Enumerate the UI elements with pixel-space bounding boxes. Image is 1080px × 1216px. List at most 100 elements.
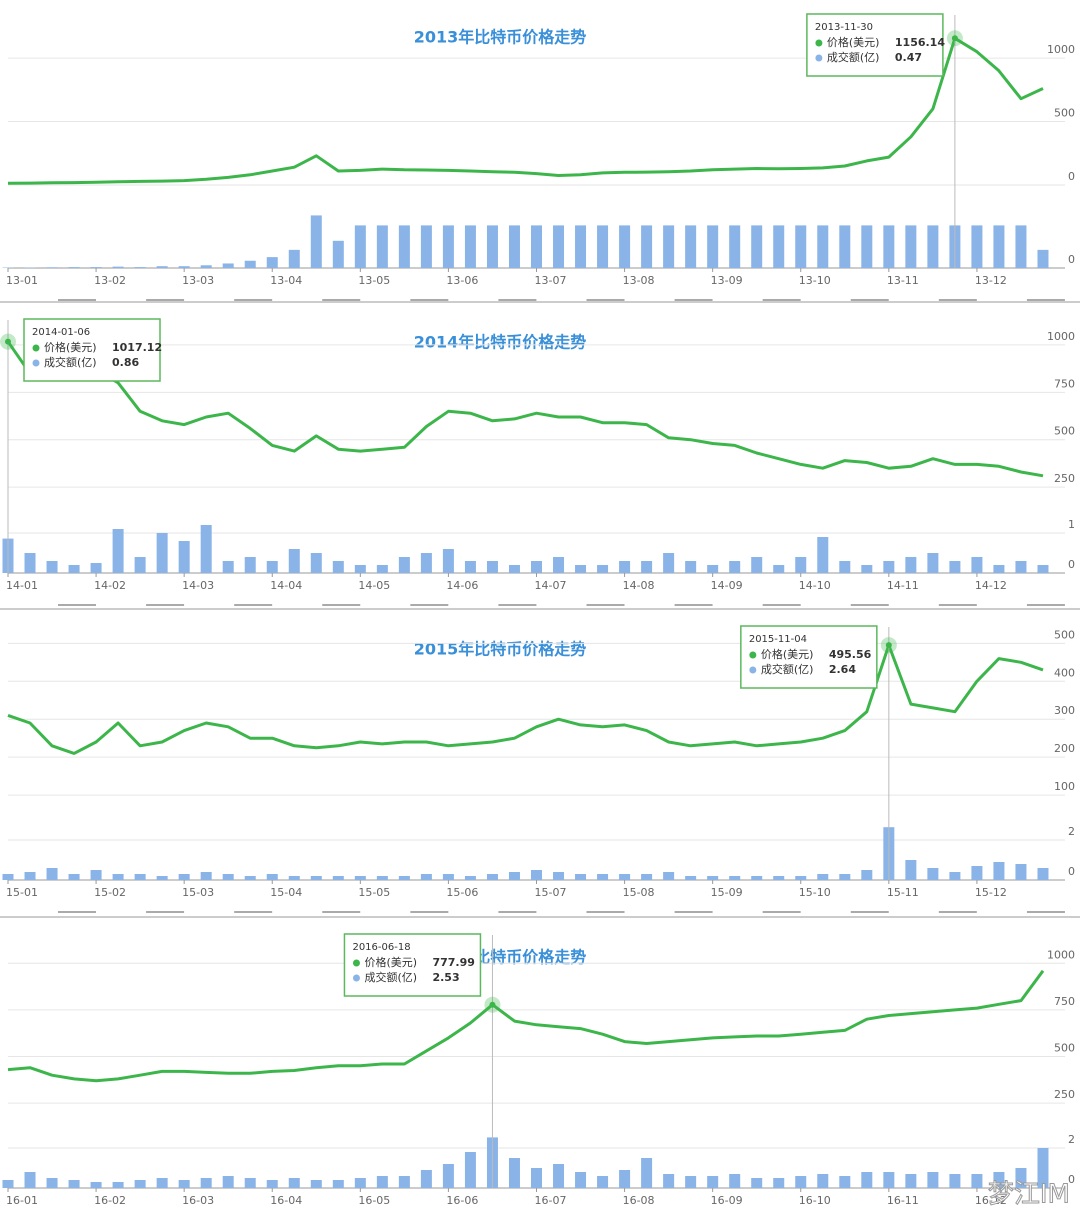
volume-bar	[310, 1180, 322, 1188]
volume-bar	[927, 553, 939, 573]
volume-bar	[949, 872, 961, 880]
volume-bar	[398, 557, 410, 573]
x-tick-label: 16-12	[975, 1194, 1007, 1207]
volume-bar	[376, 565, 388, 573]
volume-bar	[134, 1180, 146, 1188]
x-tick-label: 14-08	[623, 579, 655, 592]
tooltip-name: 成交额(亿)	[827, 50, 880, 64]
volume-bar	[24, 872, 36, 880]
volume-bar	[442, 1164, 454, 1188]
volume-bar	[200, 1178, 212, 1188]
volume-bar	[486, 225, 498, 268]
volume-bar	[178, 541, 190, 573]
x-tick-label: 16-10	[799, 1194, 831, 1207]
y-tick-label: 250	[1054, 472, 1075, 485]
y2-tick-label: 2	[1068, 825, 1075, 838]
volume-bar	[200, 265, 212, 268]
x-tick-label: 15-02	[94, 886, 126, 899]
volume-bar	[839, 874, 851, 880]
volume-bar	[685, 1176, 697, 1188]
x-tick-label: 14-06	[446, 579, 478, 592]
volume-bar	[1037, 1148, 1049, 1188]
volume-bar	[861, 565, 873, 573]
tooltip-value: 0.86	[112, 356, 139, 369]
x-tick-label: 15-05	[358, 886, 390, 899]
volume-bar	[817, 874, 829, 880]
volume-bar	[420, 874, 432, 880]
volume-bar	[597, 1176, 609, 1188]
volume-bar	[1037, 249, 1049, 268]
x-tick-label: 16-11	[887, 1194, 919, 1207]
tooltip-value: 2.64	[829, 663, 856, 676]
volume-bar	[663, 1174, 675, 1188]
volume-bar	[68, 267, 80, 268]
volume-bar	[905, 860, 917, 880]
volume-bar	[993, 565, 1005, 573]
volume-bar	[751, 1178, 763, 1188]
volume-bar	[861, 225, 873, 268]
volume-bar	[508, 1158, 520, 1188]
volume-bar	[883, 225, 895, 268]
volume-bar	[68, 874, 80, 880]
y-tick-label: 1000	[1047, 948, 1075, 961]
volume-bar	[266, 257, 278, 268]
volume-bar	[927, 225, 939, 268]
volume-bar	[839, 1176, 851, 1188]
volume-bar	[156, 876, 168, 880]
price-line	[7, 643, 1044, 755]
volume-bar	[288, 549, 300, 573]
volume-bar	[1037, 868, 1049, 880]
volume-bar	[178, 266, 190, 268]
y-tick-label: 500	[1054, 1042, 1075, 1055]
tooltip-dot	[352, 974, 360, 982]
x-tick-label: 13-08	[623, 274, 655, 287]
volume-bar	[905, 225, 917, 268]
volume-bar	[486, 561, 498, 573]
x-tick-label: 14-07	[535, 579, 567, 592]
volume-bar	[575, 565, 587, 573]
volume-bar	[398, 1176, 410, 1188]
tooltip-name: 价格(美元)	[761, 647, 814, 661]
volume-bar	[905, 1174, 917, 1188]
volume-bar	[619, 561, 631, 573]
tooltip-value: 1017.12	[112, 341, 162, 354]
volume-bar	[376, 1176, 388, 1188]
y-tick-label: 400	[1054, 666, 1075, 679]
volume-bar	[971, 557, 983, 573]
volume-bar	[773, 1178, 785, 1188]
volume-bar	[1015, 225, 1027, 268]
volume-bar	[707, 565, 719, 573]
volume-bar	[1037, 565, 1049, 573]
volume-bar	[971, 1174, 983, 1188]
volume-bar	[707, 225, 719, 268]
x-tick-label: 16-02	[94, 1194, 126, 1207]
volume-bar	[1015, 1168, 1027, 1188]
volume-bar	[597, 225, 609, 268]
volume-bar	[729, 1174, 741, 1188]
volume-bar	[486, 874, 498, 880]
volume-bar	[134, 874, 146, 880]
tooltip-dot	[32, 359, 40, 367]
volume-bar	[90, 563, 102, 573]
chart-title: 2013年比特币价格走势	[414, 28, 587, 47]
volume-bar	[332, 561, 344, 573]
tooltip-dot	[352, 959, 360, 967]
volume-bar	[310, 553, 322, 573]
y2-tick-label: 1	[1068, 518, 1075, 531]
volume-bar	[222, 1176, 234, 1188]
x-tick-label: 16-06	[446, 1194, 478, 1207]
volume-bar	[442, 225, 454, 268]
x-tick-label: 14-10	[799, 579, 831, 592]
volume-bar	[288, 876, 300, 880]
volume-bar	[685, 561, 697, 573]
volume-bar	[464, 1152, 476, 1188]
volume-bar	[575, 874, 587, 880]
tooltip-dot	[32, 344, 40, 352]
x-tick-label: 15-11	[887, 886, 919, 899]
y-tick-label: 250	[1054, 1088, 1075, 1101]
volume-bar	[1015, 561, 1027, 573]
volume-bar	[222, 874, 234, 880]
x-tick-label: 15-08	[623, 886, 655, 899]
price-line	[7, 36, 1044, 185]
